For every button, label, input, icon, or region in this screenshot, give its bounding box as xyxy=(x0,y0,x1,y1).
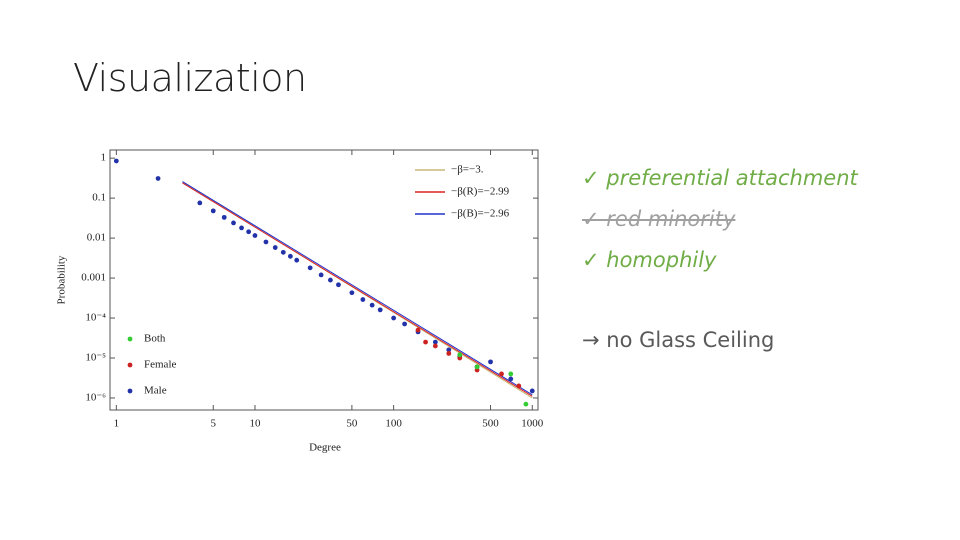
legend-label: Female xyxy=(144,359,176,371)
x-tick-label: 5 xyxy=(210,418,216,430)
bullet: ✓ preferential attachment xyxy=(582,166,858,190)
legend-label: −β(R)=−2.99 xyxy=(451,186,510,198)
legend-label: Male xyxy=(144,385,167,397)
x-tick-label: 10 xyxy=(249,418,261,430)
point xyxy=(113,158,119,164)
point xyxy=(523,401,529,407)
chart: Probability Degree 1 5 10 50 100 500 1000 1 0.1 0… xyxy=(56,149,544,454)
legend-label: −β(B)=−2.96 xyxy=(451,208,510,220)
x-tick-label: 100 xyxy=(385,418,402,430)
point xyxy=(529,388,535,394)
x-tick-label: 500 xyxy=(482,418,499,430)
y-tick-label: 10⁻⁵ xyxy=(85,352,106,364)
point xyxy=(318,272,324,278)
point xyxy=(369,302,375,308)
point xyxy=(294,257,300,263)
legend-label: −β=−3. xyxy=(451,164,484,176)
bullet-list: ✓ preferential attachment ✓ red minority ✓… xyxy=(582,166,858,369)
point xyxy=(391,315,397,321)
point xyxy=(423,339,428,345)
point xyxy=(415,327,421,333)
y-tick-label: 0.01 xyxy=(87,232,106,244)
x-axis-label: Degree xyxy=(309,442,341,454)
point xyxy=(446,347,452,353)
point xyxy=(508,371,514,377)
point xyxy=(328,277,333,283)
fit-line xyxy=(182,181,533,396)
point xyxy=(516,383,522,389)
legend-swatch xyxy=(127,388,133,394)
point xyxy=(508,376,514,382)
bullet: ✓ homophily xyxy=(582,248,717,272)
y-tick-label: 0.1 xyxy=(92,192,106,204)
point xyxy=(287,253,293,259)
plot-frame xyxy=(109,149,539,411)
point xyxy=(499,371,504,377)
point xyxy=(272,245,278,250)
y-tick-label: 0.001 xyxy=(81,272,106,284)
y-axis-label: Probability xyxy=(56,255,68,304)
y-tick-label: 10⁻⁴ xyxy=(85,312,106,324)
point xyxy=(239,225,244,231)
bullet: ✓ red minority xyxy=(582,207,736,231)
x-tick-label: 50 xyxy=(346,418,358,430)
fit-line xyxy=(182,182,533,397)
bullet: → no Glass Ceiling xyxy=(582,328,775,352)
point xyxy=(231,220,236,226)
point xyxy=(252,233,258,238)
point xyxy=(377,307,383,313)
legend-label: Both xyxy=(144,333,166,345)
point xyxy=(457,352,463,358)
point xyxy=(446,351,452,356)
point xyxy=(246,229,252,235)
point xyxy=(474,364,480,370)
point xyxy=(432,343,438,349)
point xyxy=(210,208,216,214)
point xyxy=(432,339,438,345)
legend-swatch xyxy=(127,336,133,342)
slide-title: Visualization xyxy=(73,56,307,100)
point xyxy=(307,265,313,271)
point xyxy=(280,249,286,255)
point xyxy=(197,200,203,206)
point xyxy=(402,321,407,327)
y-tick-label: 10⁻⁶ xyxy=(85,391,106,403)
y-tick-label: 1 xyxy=(101,152,107,164)
point xyxy=(155,176,161,181)
point xyxy=(349,290,355,296)
point xyxy=(360,297,366,302)
point xyxy=(263,239,269,245)
point xyxy=(221,214,227,220)
point xyxy=(336,282,341,288)
legend-swatch xyxy=(127,362,133,368)
x-tick-label: 1000 xyxy=(521,418,544,430)
x-tick-label: 1 xyxy=(114,418,120,430)
point xyxy=(488,359,493,365)
